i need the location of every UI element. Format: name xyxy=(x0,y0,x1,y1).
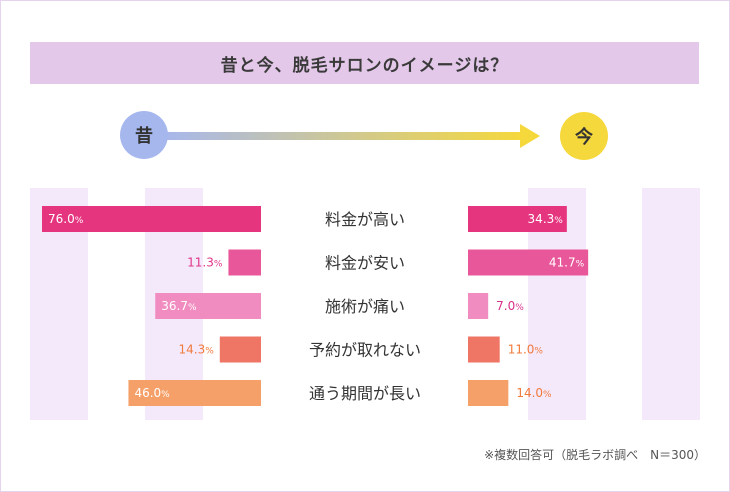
bar-label-now: 14.0% xyxy=(516,386,552,400)
bar-label-now: 11.0% xyxy=(508,343,544,357)
chart-title: 昔と今、脱毛サロンのイメージは？ xyxy=(30,42,699,84)
bar-label-past: 46.0% xyxy=(134,386,170,400)
bar-now xyxy=(468,206,567,232)
timeline-arrow xyxy=(160,124,540,148)
bar-past xyxy=(228,249,261,276)
bar-past xyxy=(219,336,261,363)
bar-label-now: 34.3% xyxy=(528,212,564,226)
arrow-shaft xyxy=(160,132,522,140)
bar-label-now: 41.7% xyxy=(549,256,585,270)
category-label: 施術が痛い xyxy=(325,297,405,316)
past-circle: 昔 xyxy=(120,111,168,159)
bar-past xyxy=(128,380,261,406)
timeline-arrow-row: 昔 今 xyxy=(0,100,730,170)
bar-now xyxy=(468,336,500,363)
bar-past xyxy=(42,206,261,232)
category-label: 通う期間が長い xyxy=(309,384,421,403)
bar-now xyxy=(468,293,489,319)
arrow-head xyxy=(520,124,540,148)
category-label: 予約が取れない xyxy=(309,341,421,360)
footnote: ※複数回答可（脱毛ラボ調べ N＝300） xyxy=(484,448,706,462)
bar-past xyxy=(155,293,261,319)
bar-label-past: 11.3% xyxy=(187,256,223,270)
bar-now xyxy=(468,380,509,406)
bar-label-past: 14.3% xyxy=(179,343,215,357)
category-label: 料金が安い xyxy=(325,254,405,273)
bar-label-past: 36.7% xyxy=(161,299,197,313)
now-circle: 今 xyxy=(560,112,608,160)
bar-now xyxy=(468,249,589,276)
bar-label-past: 76.0% xyxy=(48,212,84,226)
bar-label-now: 7.0% xyxy=(496,299,524,313)
category-label: 料金が高い xyxy=(325,210,405,229)
stripe xyxy=(642,188,700,420)
